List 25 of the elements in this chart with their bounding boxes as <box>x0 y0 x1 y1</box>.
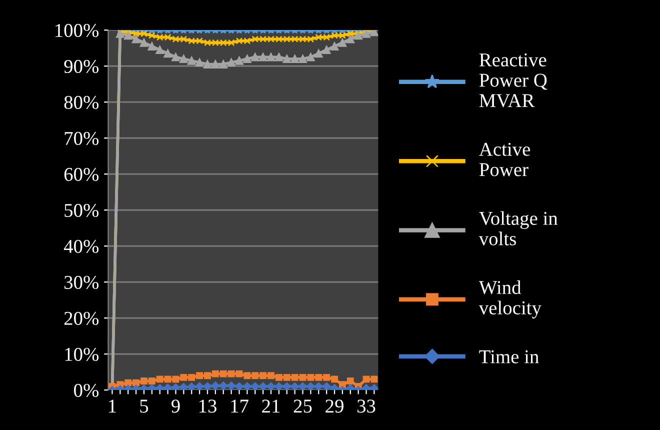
legend-label: Time in <box>479 350 539 364</box>
legend-label: Voltage in volts <box>478 211 558 246</box>
legend-label: Reactive Power Q MVAR <box>479 53 548 108</box>
x-tick-label: 25 <box>294 400 312 413</box>
y-tick-label: 0% <box>74 384 99 398</box>
legend-label: Active Power <box>479 142 530 176</box>
x-tick-label: 1 <box>109 400 116 413</box>
y-tick-label: 60% <box>64 168 99 182</box>
x-tick-label: 13 <box>199 400 216 413</box>
x-tick-label: 17 <box>231 400 248 413</box>
y-tick-label: 50% <box>64 204 99 218</box>
x-tick-label: 21 <box>262 400 280 413</box>
y-tick-label: 10% <box>65 348 99 362</box>
x-tick-label: 33 <box>357 400 376 413</box>
x-tick-label: 29 <box>326 400 344 413</box>
y-tick-label: 90% <box>64 60 99 74</box>
y-tick-label: 70% <box>64 132 99 146</box>
y-tick-label: 100% <box>56 24 99 38</box>
x-tick-label: 9 <box>171 400 180 413</box>
y-tick-label: 80% <box>64 96 99 110</box>
y-tick-label: 30% <box>64 276 99 290</box>
y-tick-label: 20% <box>64 312 99 326</box>
legend-label: Wind velocity <box>478 280 542 318</box>
x-tick-label: 5 <box>140 400 148 413</box>
y-tick-label: 40% <box>64 240 99 254</box>
